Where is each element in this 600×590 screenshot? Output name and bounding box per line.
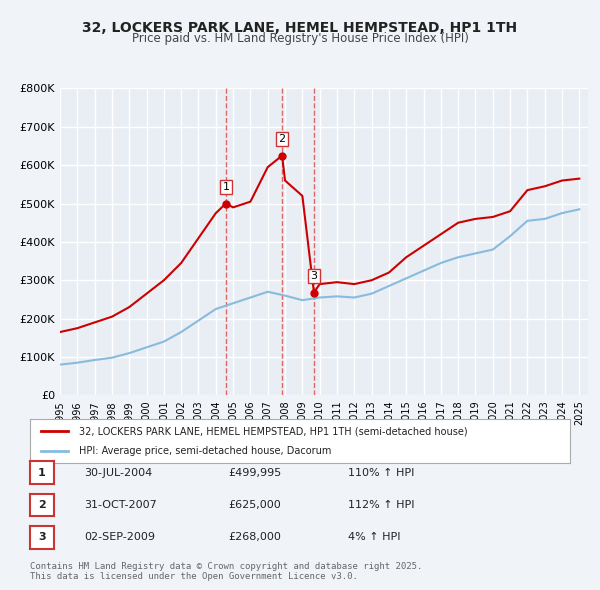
Text: 32, LOCKERS PARK LANE, HEMEL HEMPSTEAD, HP1 1TH (semi-detached house): 32, LOCKERS PARK LANE, HEMEL HEMPSTEAD, … [79, 427, 467, 436]
Text: 2: 2 [38, 500, 46, 510]
Text: 2: 2 [278, 134, 286, 144]
Text: 112% ↑ HPI: 112% ↑ HPI [348, 500, 415, 510]
Text: 1: 1 [223, 182, 229, 192]
Text: Price paid vs. HM Land Registry's House Price Index (HPI): Price paid vs. HM Land Registry's House … [131, 32, 469, 45]
Text: 3: 3 [38, 533, 46, 542]
Text: 30-JUL-2004: 30-JUL-2004 [84, 468, 152, 477]
Text: 1: 1 [38, 468, 46, 477]
Text: 3: 3 [310, 271, 317, 281]
Text: £499,995: £499,995 [228, 468, 281, 477]
Text: 4% ↑ HPI: 4% ↑ HPI [348, 533, 401, 542]
Text: £268,000: £268,000 [228, 533, 281, 542]
Text: Contains HM Land Registry data © Crown copyright and database right 2025.
This d: Contains HM Land Registry data © Crown c… [30, 562, 422, 581]
Text: 31-OCT-2007: 31-OCT-2007 [84, 500, 157, 510]
Text: £625,000: £625,000 [228, 500, 281, 510]
Text: HPI: Average price, semi-detached house, Dacorum: HPI: Average price, semi-detached house,… [79, 446, 331, 455]
Text: 32, LOCKERS PARK LANE, HEMEL HEMPSTEAD, HP1 1TH: 32, LOCKERS PARK LANE, HEMEL HEMPSTEAD, … [82, 21, 518, 35]
Text: 110% ↑ HPI: 110% ↑ HPI [348, 468, 415, 477]
Text: 02-SEP-2009: 02-SEP-2009 [84, 533, 155, 542]
